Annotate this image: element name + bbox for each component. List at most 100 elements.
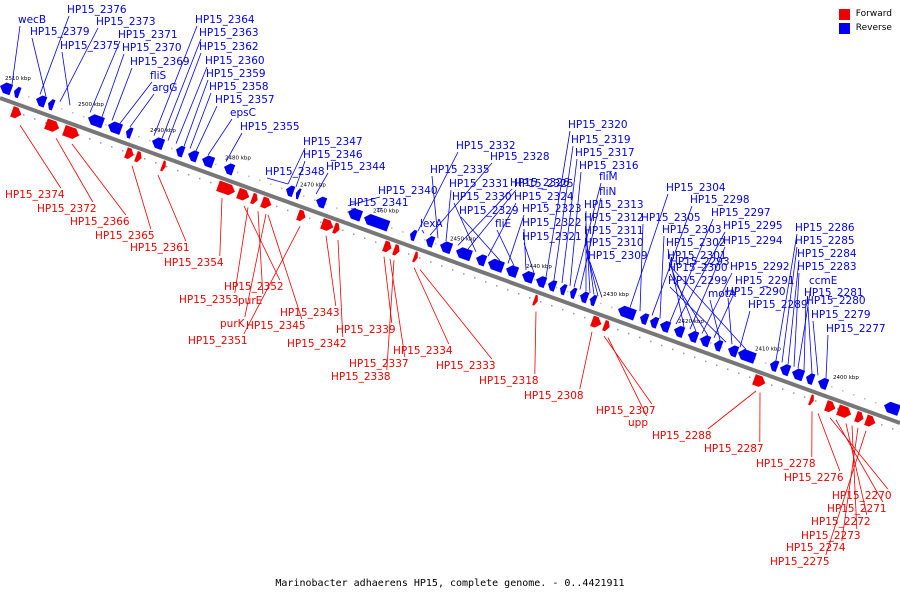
label-leader-line [267, 214, 303, 320]
label-leader-line [639, 223, 644, 312]
reverse-gene-label: HP15_2329 [459, 205, 519, 217]
forward-gene-label: HP15_2288 [652, 430, 712, 442]
reverse-gene-label: HP15_2335 [430, 164, 490, 176]
reverse-swatch [838, 22, 850, 34]
backbone-dot [694, 356, 696, 359]
label-leader-line [667, 248, 685, 328]
reverse-gene-label: HP15_2293 [670, 256, 730, 268]
label-leader-line [295, 160, 306, 188]
reverse-gene-label: HP15_2309 [588, 250, 648, 262]
reverse-gene-label: HP15_2294 [723, 235, 783, 247]
gene-arrow [650, 316, 660, 329]
backbone-dot [166, 165, 168, 168]
label-leader-line [71, 143, 127, 216]
label-leader-line [487, 202, 517, 257]
reverse-gene [14, 86, 22, 99]
backbone-dot [683, 352, 685, 355]
gene-arrow [780, 364, 792, 377]
forward-gene [412, 251, 418, 263]
reverse-gene [364, 213, 391, 232]
backbone-dot [782, 388, 784, 390]
reverse-gene [660, 320, 672, 333]
reverse-gene-label: HP15_2297 [711, 207, 771, 219]
backbone-dot [540, 301, 542, 303]
label-leader-line [534, 311, 537, 375]
backbone-dot [617, 328, 619, 331]
gene-arrow [44, 118, 60, 132]
gene-arrow [296, 188, 302, 200]
forward-gene-label: HP15_2361 [130, 242, 190, 254]
label-leader-line [573, 182, 602, 288]
gene-arrow [618, 305, 637, 321]
reverse-gene-label: fliS [150, 70, 167, 82]
label-leader-line [651, 205, 693, 316]
kbp-tick-label: 2490 kbp [150, 128, 176, 134]
label-leader-line [607, 337, 647, 417]
label-leader-line [55, 138, 94, 203]
label-leader-line [183, 79, 209, 147]
forward-label-lines [19, 125, 889, 556]
reverse-gene [316, 196, 328, 209]
backbone-dot [507, 289, 509, 291]
gene-arrow [560, 284, 568, 296]
backbone-dot [61, 108, 63, 110]
backbone-dot [309, 217, 311, 220]
backbone-dot [342, 229, 344, 231]
backbone-dot [144, 158, 146, 160]
gene-arrow [836, 404, 852, 418]
backbone-dot [259, 179, 261, 182]
reverse-gene [36, 95, 48, 108]
forward-gene [124, 147, 134, 160]
backbone-dot [529, 297, 531, 299]
forward-gene [854, 410, 864, 423]
gene-arrow [580, 291, 590, 304]
label-leader-line [157, 174, 187, 242]
backbone-dot [584, 316, 586, 319]
label-leader-line [775, 233, 798, 361]
label-leader-line [553, 145, 574, 281]
label-leader-line [189, 92, 212, 149]
reverse-gene [152, 137, 166, 151]
label-leader-line [807, 306, 813, 374]
reverse-gene-label: HP15_2328 [490, 151, 550, 163]
reverse-gene [560, 284, 568, 296]
reverse-gene-label: HP15_2320 [568, 119, 628, 131]
reverse-gene-label: HP15_2359 [206, 68, 266, 80]
reverse-gene-label: HP15_2280 [806, 295, 866, 307]
label-leader-line [347, 196, 381, 207]
reverse-gene [0, 82, 14, 96]
gene-arrow [602, 319, 610, 332]
reverse-gene-label: HP15_2302 [666, 237, 726, 249]
forward-gene-label: HP15_2334 [393, 345, 453, 357]
label-leader-line [669, 218, 714, 323]
gene-arrow [126, 127, 134, 139]
label-leader-line [337, 240, 344, 338]
reverse-gene [522, 271, 536, 284]
reverse-gene-label: HP15_2357 [215, 94, 275, 106]
backbone-dot [325, 203, 327, 205]
label-leader-line [835, 419, 884, 503]
label-leader-line [579, 331, 593, 390]
reverse-gene-label: HP15_2332 [456, 140, 516, 152]
gene-arrow [348, 208, 364, 222]
gene-arrow [738, 349, 757, 364]
forward-gene [62, 124, 80, 140]
backbone-dot [105, 123, 107, 126]
reverse-gene-label: HP15_2312 [584, 212, 644, 224]
reverse-gene-label: HP15_2371 [118, 29, 178, 41]
label-leader-line [129, 93, 155, 128]
reverse-gene-label: HP15_2277 [826, 323, 886, 335]
forward-gene-labels: HP15_2374HP15_2372HP15_2366HP15_2365HP15… [5, 189, 892, 568]
reverse-gene [126, 127, 134, 139]
gene-arrow [108, 121, 124, 135]
label-leader-line [167, 52, 202, 141]
reverse-gene [570, 287, 578, 300]
reverse-gene-label: HP15_2290 [726, 286, 786, 298]
label-leader-line [429, 162, 493, 236]
forward-gene [216, 180, 235, 196]
backbone-dot [611, 306, 613, 309]
gene-arrow [236, 187, 250, 201]
reverse-gene [618, 305, 637, 321]
gene-arrow [792, 368, 806, 382]
